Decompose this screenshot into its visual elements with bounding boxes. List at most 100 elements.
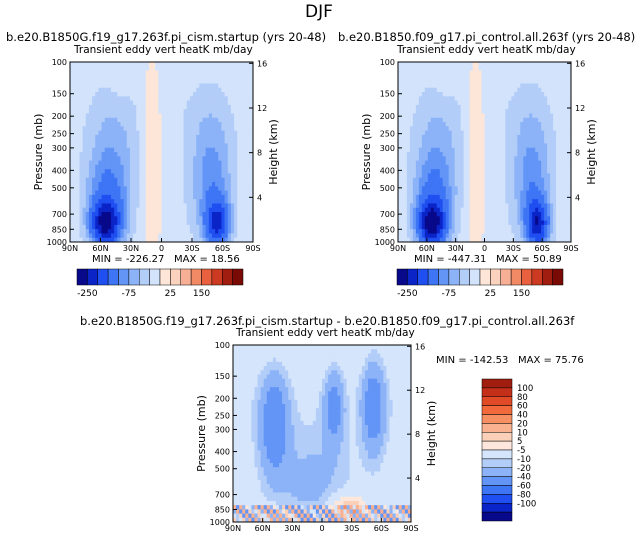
panel-2-cell xyxy=(514,62,518,67)
panel-1-cell xyxy=(183,194,188,200)
panel-2-cell xyxy=(469,207,474,213)
panel-1-cell xyxy=(164,199,169,205)
panel-1-cell xyxy=(111,117,115,123)
panel-1-cell xyxy=(98,212,103,217)
panel-1-cell xyxy=(167,92,172,97)
panel-1-cell xyxy=(148,186,153,192)
panel-2-cell xyxy=(529,199,533,205)
panel-2-cell xyxy=(484,182,489,187)
panel-2-cell xyxy=(406,100,411,106)
panel-2-cell xyxy=(496,190,501,196)
panel-1-cell xyxy=(237,130,241,136)
panel-1-cell xyxy=(189,190,194,196)
panel-1-cell xyxy=(111,104,115,110)
panel-1-cell xyxy=(193,147,197,153)
panel-1-cell xyxy=(193,224,197,230)
panel-1-cell xyxy=(246,207,251,213)
panel-1-cell xyxy=(82,92,87,97)
panel-1-cell xyxy=(189,152,194,157)
panel-1-cell xyxy=(164,182,169,187)
panel-1-cell xyxy=(227,126,232,132)
panel-1-cell xyxy=(73,100,77,106)
panel-2-cell xyxy=(439,173,444,179)
panel-2-cell xyxy=(457,134,462,140)
panel-1-cell xyxy=(111,160,115,166)
panel-2-cell xyxy=(454,194,459,200)
panel-1-cell xyxy=(73,207,77,213)
panel-2-cell xyxy=(472,126,477,132)
panel-2-cell xyxy=(511,122,515,127)
panel-2-cell xyxy=(433,100,438,106)
panel-2-cell xyxy=(436,199,441,205)
panel-1-cell xyxy=(183,134,188,140)
panel-2-cell xyxy=(409,182,414,187)
panel-1-cell xyxy=(129,212,134,217)
panel-1-cell xyxy=(227,233,232,239)
panel-2-cell xyxy=(535,220,539,226)
panel-2-cell xyxy=(547,147,551,153)
panel-2-cell xyxy=(481,83,486,89)
panel-2-cell xyxy=(517,134,521,140)
panel-2-cell xyxy=(550,229,554,235)
panel-1-cell xyxy=(161,139,166,145)
panel-1-cell xyxy=(79,237,84,242)
panel-1-cell xyxy=(224,74,229,80)
panel-1-cell xyxy=(230,143,235,149)
panel-1-cell xyxy=(133,237,137,242)
panel-1-cell xyxy=(136,126,141,132)
panel-2-cell xyxy=(484,220,489,226)
panel-1-cell xyxy=(92,182,96,187)
panel-2-cell xyxy=(457,152,462,157)
panel-2-cell xyxy=(445,130,450,136)
panel-1-cell xyxy=(224,62,229,67)
panel-2-cell xyxy=(418,173,423,179)
panel-1-cell xyxy=(218,229,223,235)
panel-1-cell xyxy=(120,229,125,235)
panel-2-cell xyxy=(430,122,435,127)
panel-2-cell xyxy=(502,147,506,153)
panel-2-cell xyxy=(439,122,444,127)
panel-2-cell xyxy=(439,156,444,162)
panel-1-cell xyxy=(88,152,93,157)
panel-1-cell xyxy=(167,164,172,170)
panel-1-cell xyxy=(152,79,156,85)
panel-1-cell xyxy=(199,147,204,153)
panel-2-cell xyxy=(418,160,423,166)
panel-2-cell xyxy=(466,237,471,242)
panel-2-cell xyxy=(505,237,509,242)
panel-2-cell xyxy=(445,147,450,153)
panel-1-cell xyxy=(133,169,137,175)
panel-2-cell xyxy=(529,70,533,76)
panel-2-cell xyxy=(484,62,489,67)
panel-1-cell xyxy=(120,96,125,102)
panel-2-cell xyxy=(457,104,462,110)
panel-2-cell xyxy=(454,130,459,136)
panel-2-cell xyxy=(430,96,435,102)
panel-2-cell xyxy=(463,62,468,67)
panel-1-cell xyxy=(183,173,188,179)
panel-1-cell xyxy=(104,104,109,110)
panel-2-cell xyxy=(421,194,426,200)
panel-2-cell xyxy=(562,74,566,80)
panel-1-cell xyxy=(88,229,93,235)
panel-2-cell xyxy=(469,169,474,175)
panel-2-cell xyxy=(484,203,489,209)
panel-2-cell xyxy=(445,169,450,175)
panel-1-cell xyxy=(139,229,144,235)
panel-1-cell xyxy=(230,233,235,239)
panel-2-cell xyxy=(562,100,566,106)
panel-1-cell xyxy=(170,186,175,192)
panel-2-cell xyxy=(523,160,527,166)
panel-2-cell xyxy=(436,87,441,93)
panel-1-cell xyxy=(101,203,106,209)
panel-2-cell xyxy=(541,130,545,136)
panel-1-cell xyxy=(170,66,175,72)
panel-1-cell xyxy=(227,169,232,175)
panel-1-cell xyxy=(227,109,232,115)
panel-2-cell xyxy=(514,164,518,170)
panel-1-cell xyxy=(208,164,213,170)
panel-2-cell xyxy=(499,109,503,115)
panel-1-cell xyxy=(76,139,81,145)
panel-2-cell xyxy=(406,156,411,162)
panel-1-cell xyxy=(202,169,207,175)
